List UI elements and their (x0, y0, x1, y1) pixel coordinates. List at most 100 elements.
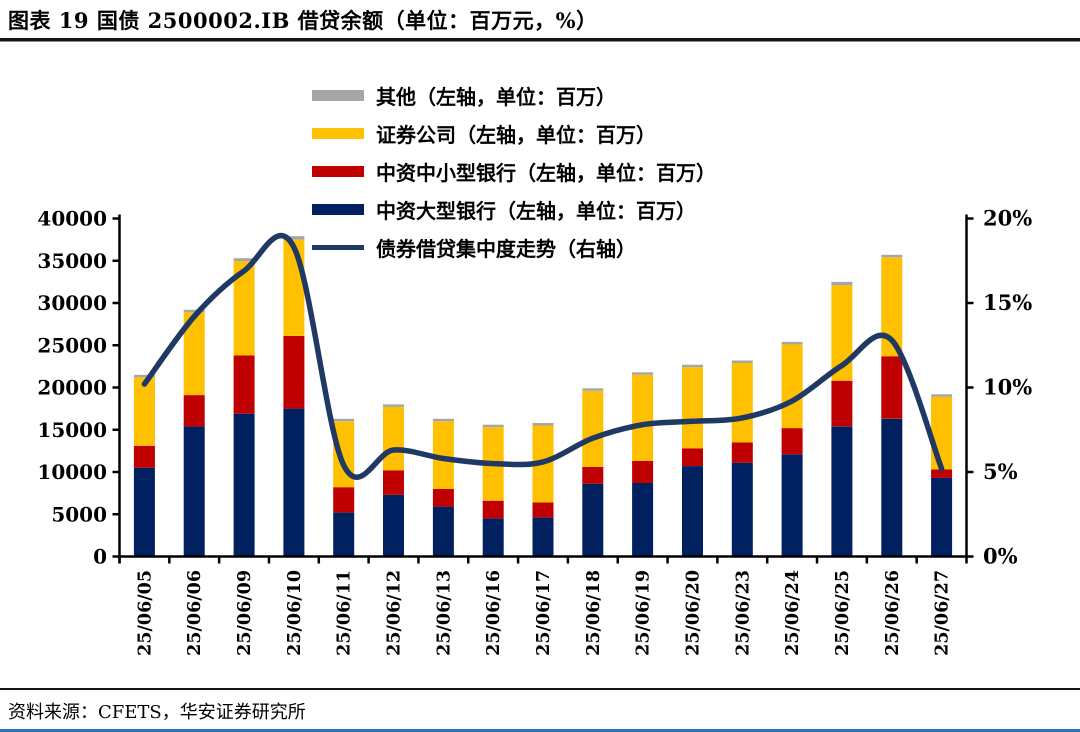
bar-segment (632, 374, 654, 461)
bottom-border (0, 729, 1080, 732)
y-tick-label-left: 35000 (37, 249, 107, 273)
legend-label: 中资大型银行（左轴，单位：百万） (376, 198, 696, 223)
x-tick-label: 25/06/09 (235, 570, 255, 656)
legend-item: 证券公司（左轴，单位：百万） (312, 114, 716, 152)
x-tick-label: 25/06/16 (484, 570, 504, 656)
bar-segment (432, 488, 454, 507)
legend-label: 债券借贷集中度走势（右轴） (376, 236, 636, 261)
bar-segment (383, 406, 404, 471)
bar-segment (333, 418, 355, 422)
x-tick-label: 25/06/05 (135, 570, 155, 656)
bar-segment (233, 258, 255, 262)
bar-segment (881, 254, 903, 258)
x-tick-label: 25/06/26 (883, 570, 903, 656)
bar-segment (432, 506, 454, 557)
bar-segment (632, 372, 654, 375)
bar-segment (482, 500, 504, 519)
y-tick-label-left: 30000 (37, 291, 107, 315)
bar-segment (532, 517, 554, 557)
x-tick-label: 25/06/10 (285, 570, 305, 656)
bar-segment (582, 390, 604, 467)
bar-segment (233, 355, 255, 414)
legend-label: 中资中小型银行（左轴，单位：百万） (376, 160, 716, 185)
bar-segment (781, 454, 803, 557)
bar-segment (582, 483, 604, 557)
bar-segment (532, 423, 554, 426)
y-tick-label-left: 10000 (37, 460, 107, 484)
title-divider (0, 38, 1080, 42)
y-tick-label-right: 0% (983, 544, 1018, 569)
legend-item: 中资大型银行（左轴，单位：百万） (312, 190, 716, 228)
bar-segment (931, 396, 953, 470)
x-tick-label: 25/06/24 (783, 570, 803, 656)
bar-segment (731, 462, 753, 557)
bar-segment (233, 413, 255, 557)
bar-segment (233, 261, 255, 356)
x-tick-label: 25/06/25 (833, 570, 853, 656)
bar-segment (781, 428, 803, 455)
y-tick-label-left: 5000 (51, 502, 107, 526)
legend-box-swatch (312, 165, 364, 177)
y-tick-label-right: 10% (983, 375, 1032, 400)
x-tick-label: 25/06/20 (684, 570, 704, 656)
x-tick-label: 25/06/27 (933, 570, 953, 656)
bar-segment (482, 518, 504, 557)
bar-segment (133, 445, 155, 468)
x-tick-label: 25/06/19 (634, 570, 654, 656)
figure-title: 图表 19 国债 2500002.IB 借贷余额（单位：百万元，%） (8, 8, 598, 33)
bar-segment (482, 424, 504, 428)
legend-item: 中资中小型银行（左轴，单位：百万） (312, 152, 716, 190)
bar-segment (133, 374, 155, 378)
bar-segment (183, 426, 205, 557)
bar-segment (731, 363, 753, 443)
bar-segment (881, 257, 903, 357)
bar-segment (532, 502, 554, 518)
bar-segment (682, 364, 703, 368)
bar-segment (682, 466, 703, 557)
bar-segment (682, 448, 703, 466)
y-tick-label-left: 25000 (37, 333, 107, 357)
bar-segment (383, 494, 404, 557)
y-tick-label-left: 20000 (37, 376, 107, 400)
bar-segment (183, 395, 205, 427)
bar-segment (283, 408, 305, 557)
y-tick-label-left: 15000 (37, 418, 107, 442)
y-tick-label-right: 15% (983, 290, 1032, 315)
x-tick-label: 25/06/13 (434, 570, 454, 656)
legend-line-swatch (312, 244, 364, 250)
x-tick-label: 25/06/11 (335, 570, 355, 656)
x-tick-label: 25/06/12 (385, 570, 405, 656)
bar-segment (582, 388, 604, 391)
bar-segment (582, 466, 604, 484)
bar-segment (283, 336, 305, 409)
legend-box-swatch (312, 89, 364, 101)
bar-segment (781, 341, 803, 345)
bar-segment (133, 377, 155, 446)
y-tick-label-left: 0 (93, 545, 107, 569)
bar-segment (183, 309, 205, 313)
bar-segment (931, 477, 953, 557)
legend-item: 债券借贷集中度走势（右轴） (312, 228, 716, 266)
bar-segment (383, 404, 404, 407)
y-tick-label-right: 5% (983, 459, 1018, 484)
bar-segment (632, 461, 654, 483)
bar-segment (682, 367, 703, 449)
bar-segment (283, 236, 305, 240)
legend-box-swatch (312, 203, 364, 215)
footer-divider (0, 688, 1080, 690)
bar-segment (931, 394, 953, 397)
data-source: 资料来源：CFETS，华安证券研究所 (8, 702, 306, 723)
x-tick-label: 25/06/18 (584, 570, 604, 656)
bar-segment (831, 285, 853, 381)
bar-segment (333, 512, 355, 557)
bar-segment (432, 418, 454, 422)
legend-box-swatch (312, 127, 364, 139)
legend-label: 证券公司（左轴，单位：百万） (376, 122, 656, 147)
chart-legend: 其他（左轴，单位：百万） 证券公司（左轴，单位：百万） 中资中小型银行（左轴，单位：… (312, 76, 716, 266)
legend-item: 其他（左轴，单位：百万） (312, 76, 716, 114)
y-tick-label-right: 20% (983, 206, 1032, 231)
y-tick-label-left: 40000 (37, 207, 107, 231)
bar-segment (632, 483, 654, 557)
bar-segment (333, 487, 355, 513)
